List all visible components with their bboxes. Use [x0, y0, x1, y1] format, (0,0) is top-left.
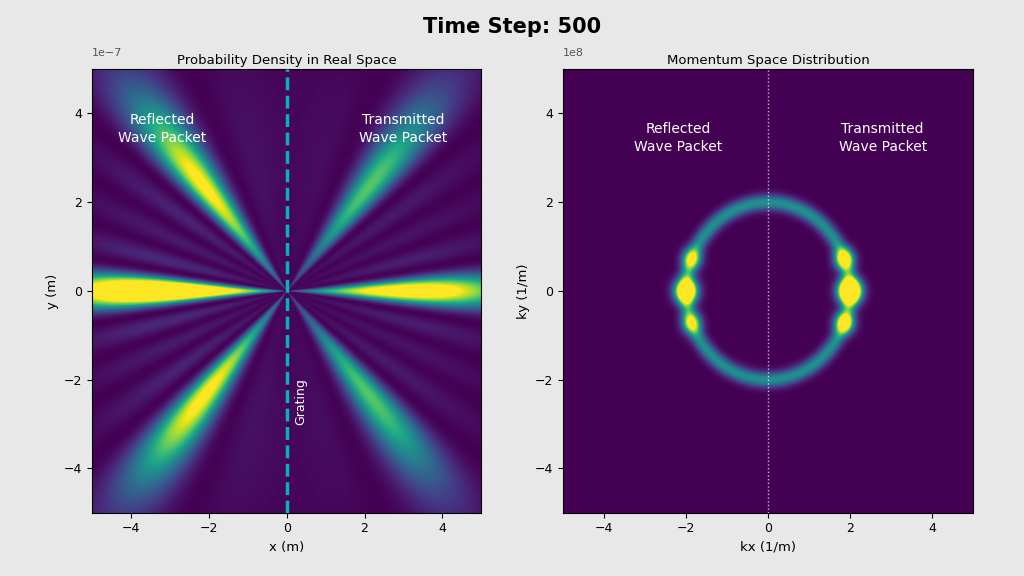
Text: Grating: Grating — [294, 378, 307, 425]
Title: Probability Density in Real Space: Probability Density in Real Space — [177, 54, 396, 67]
X-axis label: x (m): x (m) — [269, 541, 304, 554]
Text: Reflected
Wave Packet: Reflected Wave Packet — [634, 122, 722, 154]
Text: Reflected
Wave Packet: Reflected Wave Packet — [118, 113, 206, 145]
Text: Transmitted
Wave Packet: Transmitted Wave Packet — [839, 122, 927, 154]
Y-axis label: ky (1/m): ky (1/m) — [516, 263, 529, 319]
X-axis label: kx (1/m): kx (1/m) — [740, 541, 796, 554]
Text: 1e−7: 1e−7 — [92, 48, 123, 58]
Text: 1e8: 1e8 — [563, 48, 585, 58]
Text: Transmitted
Wave Packet: Transmitted Wave Packet — [359, 113, 447, 145]
Text: Time Step: 500: Time Step: 500 — [423, 17, 601, 37]
Y-axis label: y (m): y (m) — [45, 273, 58, 309]
Title: Momentum Space Distribution: Momentum Space Distribution — [667, 54, 869, 67]
